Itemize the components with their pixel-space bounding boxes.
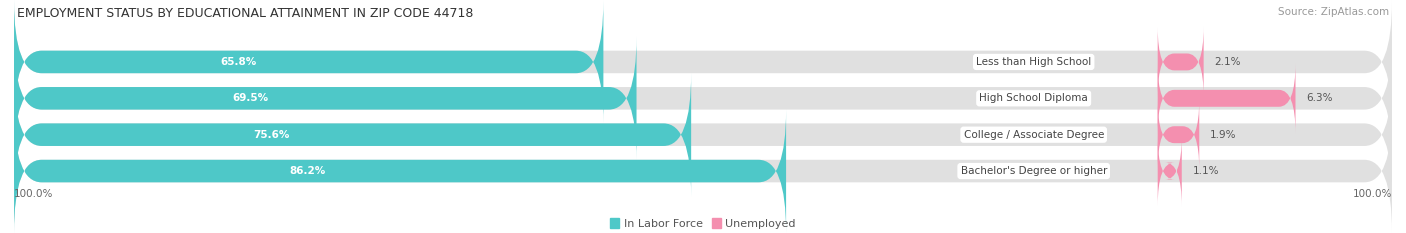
Text: Bachelor's Degree or higher: Bachelor's Degree or higher (960, 166, 1107, 176)
Text: High School Diploma: High School Diploma (980, 93, 1088, 103)
Text: 65.8%: 65.8% (219, 57, 256, 67)
Text: 100.0%: 100.0% (14, 189, 53, 199)
FancyBboxPatch shape (1157, 63, 1295, 134)
Text: 1.9%: 1.9% (1211, 130, 1237, 140)
Legend: In Labor Force, Unemployed: In Labor Force, Unemployed (606, 214, 800, 233)
Text: 75.6%: 75.6% (253, 130, 290, 140)
Text: Less than High School: Less than High School (976, 57, 1091, 67)
Text: EMPLOYMENT STATUS BY EDUCATIONAL ATTAINMENT IN ZIP CODE 44718: EMPLOYMENT STATUS BY EDUCATIONAL ATTAINM… (17, 7, 474, 20)
FancyBboxPatch shape (1157, 27, 1204, 97)
Text: 6.3%: 6.3% (1306, 93, 1333, 103)
FancyBboxPatch shape (14, 0, 603, 123)
FancyBboxPatch shape (14, 110, 1392, 233)
Text: 2.1%: 2.1% (1215, 57, 1241, 67)
Text: 1.1%: 1.1% (1192, 166, 1219, 176)
FancyBboxPatch shape (14, 37, 1392, 160)
Text: 100.0%: 100.0% (1353, 189, 1392, 199)
FancyBboxPatch shape (1157, 99, 1199, 170)
Text: College / Associate Degree: College / Associate Degree (963, 130, 1104, 140)
FancyBboxPatch shape (14, 73, 1392, 196)
Text: Source: ZipAtlas.com: Source: ZipAtlas.com (1278, 7, 1389, 17)
FancyBboxPatch shape (14, 0, 1392, 123)
FancyBboxPatch shape (1157, 136, 1182, 206)
FancyBboxPatch shape (14, 110, 786, 233)
FancyBboxPatch shape (14, 73, 692, 196)
Text: 86.2%: 86.2% (290, 166, 326, 176)
FancyBboxPatch shape (14, 37, 637, 160)
Text: 69.5%: 69.5% (232, 93, 269, 103)
